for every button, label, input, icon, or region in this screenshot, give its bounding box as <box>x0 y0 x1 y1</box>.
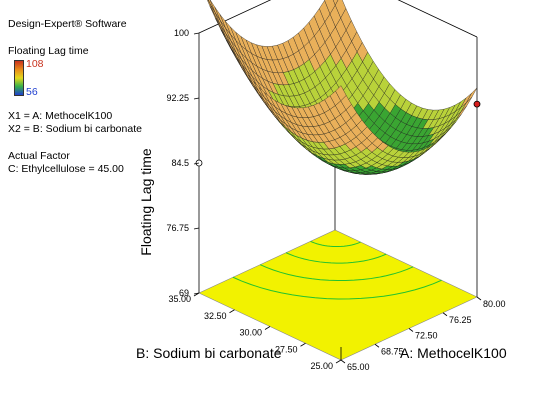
z-tick-label: 69 <box>179 288 189 298</box>
b-tick-label: 27.50 <box>275 344 298 354</box>
z-tick-label: 76.75 <box>166 223 189 233</box>
b-tick-label: 25.00 <box>310 361 333 371</box>
a-tick-label: 65.00 <box>347 362 370 372</box>
a-tick-label: 68.75 <box>381 346 404 356</box>
surface-cell <box>335 85 347 102</box>
contour-base-plane <box>198 229 478 361</box>
b-tick <box>335 359 342 364</box>
actual-factor-value: C: Ethylcellulose = 45.00 <box>8 163 124 175</box>
response-title: Floating Lag time <box>8 45 89 57</box>
factor-x2: X2 = B: Sodium bi carbonate <box>8 123 142 135</box>
z-tick-label: 84.5 <box>171 158 189 168</box>
surface-cell <box>332 0 339 6</box>
a-tick <box>374 343 380 348</box>
z-tick-label: 92.25 <box>166 93 189 103</box>
response-surface <box>207 0 478 175</box>
z-tick <box>193 97 200 100</box>
a-tick-label: 72.50 <box>415 331 438 341</box>
b-tick <box>229 309 235 314</box>
z-tick <box>193 162 200 165</box>
b-tick-label: 35.00 <box>168 294 191 304</box>
b-axis-label: B: Sodium bi carbonate <box>136 345 282 361</box>
legend-high-label: 108 <box>26 58 44 70</box>
color-legend <box>14 60 24 96</box>
b-tick <box>300 342 306 347</box>
design-point <box>473 100 481 108</box>
a-tick <box>340 359 346 364</box>
b-tick-label: 32.50 <box>204 311 227 321</box>
a-axis-label: A: MethocelK100 <box>400 345 507 361</box>
contour-line <box>232 276 442 300</box>
contour-line <box>310 240 361 248</box>
z-axis-label: Floating Lag time <box>138 148 154 256</box>
a-tick <box>408 328 414 332</box>
b-tick <box>193 292 200 297</box>
contour-plane <box>198 229 478 361</box>
axis-box-edge <box>397 0 478 38</box>
actual-factor-heading: Actual Factor <box>8 150 70 162</box>
a-tick <box>442 312 448 317</box>
surface-cell <box>466 87 478 103</box>
a-tick-label: 76.25 <box>449 315 472 325</box>
a-tick <box>476 296 482 301</box>
legend-low-label: 56 <box>26 86 38 98</box>
b-tick-label: 30.00 <box>239 328 262 338</box>
software-title: Design-Expert® Software <box>8 18 127 30</box>
z-tick-label: 100 <box>174 28 189 38</box>
factor-x1: X1 = A: MethocelK100 <box>8 110 113 122</box>
a-tick-label: 80.00 <box>483 299 506 309</box>
z-tick <box>193 227 200 230</box>
contour-line <box>259 264 414 282</box>
contour-lines <box>232 240 442 300</box>
contour-line <box>285 252 387 264</box>
b-tick <box>264 326 271 330</box>
axis-ticks: 100 92.25 84.5 76.75 69 65.00 68.75 72.50 76.25 8… <box>166 28 505 372</box>
z-tick <box>193 32 200 35</box>
